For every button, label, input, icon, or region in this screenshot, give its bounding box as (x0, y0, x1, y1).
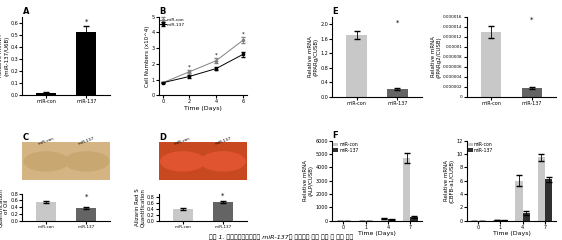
Bar (545, 180, 552, 221)
Legend: miR-con, miR-137: miR-con, miR-137 (468, 142, 494, 153)
Text: miR-con: miR-con (38, 137, 55, 146)
Text: miR-137: miR-137 (214, 136, 232, 146)
Text: A: A (22, 7, 29, 16)
Circle shape (65, 152, 108, 171)
Y-axis label: Relative mRNA
(ALP/CUSB): Relative mRNA (ALP/CUSB) (303, 160, 314, 201)
Legend: miR-con, miR-137: miR-con, miR-137 (160, 18, 185, 27)
Bar (538, 157, 545, 221)
Y-axis label: Quantification
of Oil: Quantification of Oil (0, 188, 9, 227)
Y-axis label: Relative mRNA
(PPARg/CUSB): Relative mRNA (PPARg/CUSB) (308, 36, 319, 77)
Text: *: * (221, 193, 224, 199)
Text: miR-137: miR-137 (78, 136, 96, 146)
Text: 그림 1. 중간엽줄기세포에서 miR-137의 과발현을 통한 증식 및 분화 확인: 그림 1. 중간엽줄기세포에서 miR-137의 과발현을 통한 증식 및 분화… (209, 234, 353, 240)
Text: *: * (242, 31, 244, 36)
Text: B: B (159, 7, 165, 16)
Text: *: * (215, 53, 217, 58)
Bar (388, 219, 396, 221)
Bar (403, 158, 410, 221)
Y-axis label: Relative miRNA
(miR-137/U6B): Relative miRNA (miR-137/U6B) (0, 35, 9, 77)
Bar (37, 93, 56, 95)
Text: miR-con: miR-con (174, 137, 191, 146)
Text: *: * (530, 17, 533, 23)
Bar (481, 32, 501, 97)
Bar (37, 202, 56, 221)
Bar (387, 89, 407, 97)
Circle shape (24, 152, 68, 171)
Bar (76, 208, 97, 221)
Bar (523, 213, 530, 221)
Bar (76, 32, 97, 95)
Bar (515, 181, 523, 221)
Bar (522, 88, 542, 97)
Bar (346, 35, 367, 97)
Text: *: * (188, 64, 191, 69)
Bar (380, 218, 388, 221)
Circle shape (201, 152, 245, 171)
X-axis label: Time (Days): Time (Days) (184, 106, 222, 111)
Bar (213, 202, 233, 221)
Text: C: C (22, 133, 29, 142)
Y-axis label: Cell Numbers (x10^4): Cell Numbers (x10^4) (145, 25, 150, 87)
Text: *: * (85, 194, 88, 200)
X-axis label: Time (Days): Time (Days) (492, 231, 531, 236)
Legend: miR-con, miR-137: miR-con, miR-137 (333, 142, 359, 153)
Text: D: D (159, 133, 166, 142)
Circle shape (161, 152, 205, 171)
Text: *: * (396, 20, 399, 26)
Text: *: * (85, 19, 88, 25)
Text: E: E (332, 7, 338, 16)
Bar (173, 209, 193, 221)
Y-axis label: Relative mRNA
(CBFB-a1/CUSB): Relative mRNA (CBFB-a1/CUSB) (444, 159, 455, 203)
Y-axis label: Relative mRNA
(PPARg2/CUSB): Relative mRNA (PPARg2/CUSB) (430, 36, 442, 78)
Bar (410, 217, 418, 221)
Text: F: F (332, 131, 338, 140)
Y-axis label: Alizarin Red S
Quantification: Alizarin Red S Quantification (135, 188, 146, 227)
X-axis label: Time (Days): Time (Days) (358, 231, 396, 236)
Bar (493, 220, 500, 221)
